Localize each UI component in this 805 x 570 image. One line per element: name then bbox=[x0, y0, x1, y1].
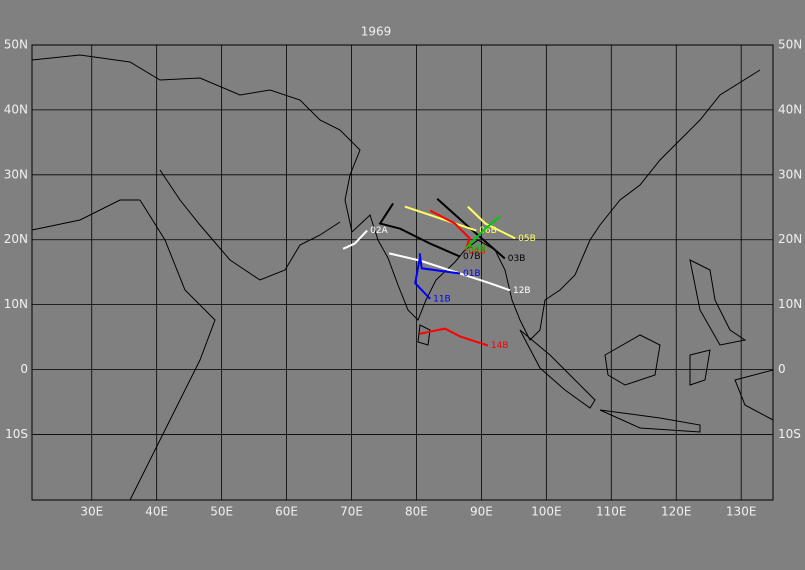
lat-label: 0 bbox=[20, 362, 28, 376]
storm-track bbox=[467, 205, 516, 240]
lon-label: 130E bbox=[726, 505, 757, 519]
coastline bbox=[129, 199, 216, 501]
storm-track bbox=[414, 258, 431, 300]
lat-label: 30N bbox=[778, 167, 802, 181]
lat-label: 10S bbox=[778, 427, 801, 441]
storm-label: 14B bbox=[491, 341, 509, 351]
storm-label: 02A bbox=[370, 226, 388, 236]
storm-track bbox=[342, 229, 368, 250]
lat-label: 40N bbox=[4, 102, 28, 116]
lon-label: 60E bbox=[275, 505, 298, 519]
lat-label: 30N bbox=[4, 167, 28, 181]
storm-label: 07B bbox=[463, 252, 481, 262]
coastline bbox=[159, 169, 341, 281]
storm-label: 01B bbox=[463, 269, 481, 279]
storm-label: 05B bbox=[518, 234, 536, 244]
storm-track bbox=[429, 209, 471, 252]
lon-label: 80E bbox=[405, 505, 428, 519]
coastline bbox=[604, 334, 661, 386]
lon-label: 50E bbox=[210, 505, 233, 519]
storm-track bbox=[464, 215, 501, 250]
storm-track bbox=[418, 253, 461, 275]
lon-label: 40E bbox=[145, 505, 168, 519]
lon-label: 110E bbox=[596, 505, 627, 519]
lat-label: 40N bbox=[778, 102, 802, 116]
storm-track bbox=[378, 202, 461, 258]
coastline bbox=[689, 259, 747, 346]
lat-label: 10N bbox=[778, 297, 802, 311]
coastline bbox=[734, 369, 774, 421]
lat-label: 10S bbox=[5, 427, 28, 441]
lat-label: 0 bbox=[778, 362, 786, 376]
coastline bbox=[689, 349, 711, 386]
storm-label: 11B bbox=[433, 294, 451, 304]
storm-label: 04B bbox=[468, 246, 486, 256]
lat-label: 20N bbox=[4, 232, 28, 246]
storm-label: 08B bbox=[468, 244, 486, 254]
coastline bbox=[599, 409, 701, 433]
storm-label: 06B bbox=[479, 226, 497, 236]
lon-label: 30E bbox=[80, 505, 103, 519]
lon-label: 70E bbox=[340, 505, 363, 519]
map-title: 1969 bbox=[361, 25, 392, 39]
storm-track bbox=[419, 327, 489, 347]
coastline bbox=[351, 69, 761, 341]
lon-label: 90E bbox=[470, 505, 493, 519]
lat-label: 50N bbox=[4, 38, 28, 52]
map-frame bbox=[31, 44, 774, 501]
coastline bbox=[519, 329, 596, 409]
storm-track bbox=[436, 198, 506, 260]
storm-track bbox=[404, 205, 477, 232]
lat-label: 20N bbox=[778, 232, 802, 246]
storm-label: 12B bbox=[513, 286, 531, 296]
lon-label: 120E bbox=[661, 505, 692, 519]
lon-label: 100E bbox=[531, 505, 562, 519]
coastline bbox=[31, 199, 140, 231]
storm-label: 03B bbox=[508, 254, 526, 264]
lat-label: 10N bbox=[4, 297, 28, 311]
lat-label: 50N bbox=[778, 38, 802, 52]
coastline bbox=[417, 324, 431, 346]
